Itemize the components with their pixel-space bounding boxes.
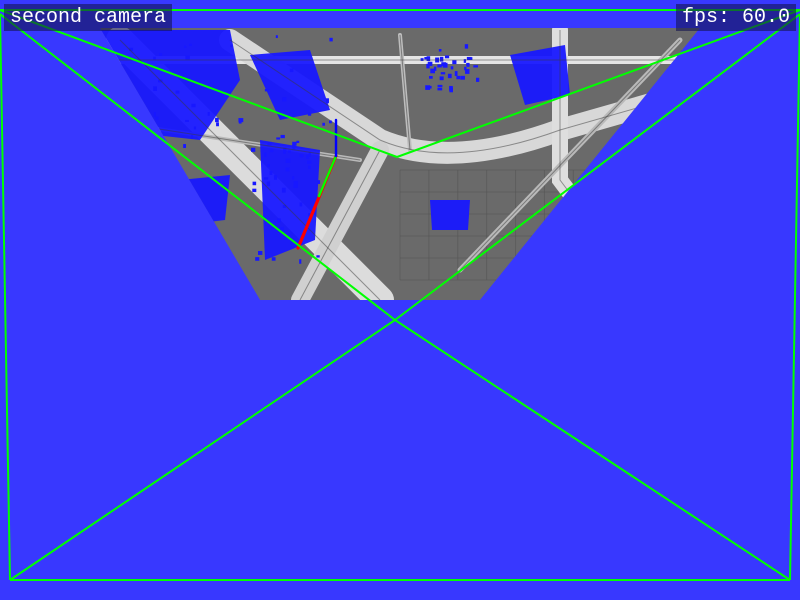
terrain-layer	[0, 0, 800, 600]
fps-label: fps: 60.0	[676, 4, 796, 31]
camera-label: second camera	[4, 4, 172, 31]
axis-gizmo	[0, 0, 800, 600]
axis-y	[319, 156, 336, 196]
camera-frustum-wireframe	[0, 0, 800, 600]
axis-x	[298, 156, 336, 248]
render-viewport[interactable]: second camera fps: 60.0	[0, 0, 800, 600]
